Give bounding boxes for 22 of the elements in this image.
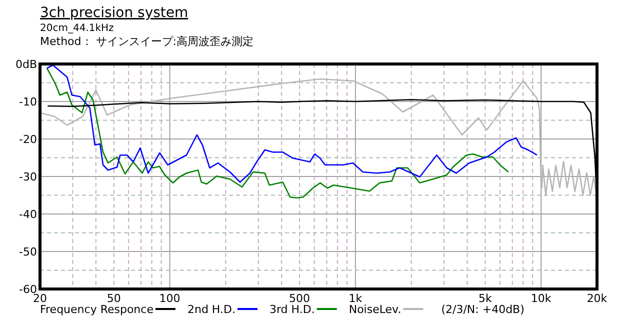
x-tick-label: 1k (348, 292, 363, 305)
x-tick-label: 500 (289, 292, 310, 305)
legend-label: 2nd H.D. (187, 303, 236, 316)
x-tick-label: 100 (159, 292, 180, 305)
y-tick-label: -30 (19, 170, 37, 184)
x-tick-label: 5k (478, 292, 493, 305)
y-tick-label: -20 (19, 133, 37, 146)
x-tick-label: 50 (106, 292, 121, 305)
x-tick-label: 10k (530, 292, 552, 305)
x-tick-label: 20k (586, 292, 608, 305)
legend-label: Frequency Responce (40, 303, 154, 316)
y-tick-label: -50 (19, 246, 37, 258)
chart-title: 3ch precision system (40, 5, 188, 21)
y-tick-label: 0dB (15, 58, 37, 71)
chart-subtitle: 20cm_44.1kHz (40, 23, 114, 34)
x-tick-label: 20 (33, 292, 47, 305)
text: Method： サインスイープ:高周波歪み測定 (40, 35, 254, 48)
text: (2/3/N: +40dB) (441, 303, 524, 316)
y-tick-label: -10 (19, 96, 37, 108)
legend-label: NoiseLev. (348, 303, 402, 316)
y-tick-label: -40 (19, 208, 37, 221)
legend-label: 3rd H.D. (269, 303, 315, 316)
